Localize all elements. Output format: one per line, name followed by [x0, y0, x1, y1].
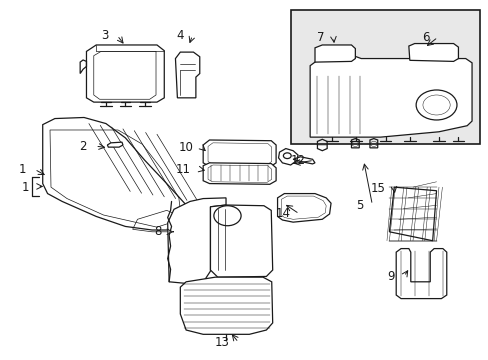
Text: 14: 14 [275, 207, 290, 220]
Text: 2: 2 [79, 140, 86, 153]
Polygon shape [203, 140, 276, 167]
Text: 11: 11 [176, 163, 191, 176]
Text: 13: 13 [215, 336, 229, 349]
Polygon shape [107, 142, 122, 147]
Polygon shape [167, 198, 225, 284]
Polygon shape [42, 117, 191, 230]
Polygon shape [203, 163, 276, 184]
Text: 1: 1 [18, 163, 26, 176]
Text: 5: 5 [356, 198, 363, 212]
Text: 1: 1 [21, 181, 29, 194]
Polygon shape [408, 44, 458, 62]
Text: 7: 7 [317, 31, 324, 44]
Polygon shape [395, 249, 446, 298]
Polygon shape [314, 45, 355, 62]
Polygon shape [86, 45, 164, 102]
Text: 4: 4 [176, 29, 183, 42]
Text: 3: 3 [101, 29, 108, 42]
Text: 15: 15 [370, 183, 385, 195]
Polygon shape [180, 277, 272, 334]
Polygon shape [309, 55, 471, 137]
Text: 10: 10 [178, 141, 193, 154]
Polygon shape [175, 52, 200, 98]
Bar [290, 10, 479, 144]
Polygon shape [210, 205, 272, 277]
Text: 12: 12 [290, 154, 305, 167]
Text: 8: 8 [154, 225, 162, 238]
Text: 6: 6 [421, 31, 428, 44]
Polygon shape [277, 194, 330, 222]
Text: 9: 9 [387, 270, 394, 283]
